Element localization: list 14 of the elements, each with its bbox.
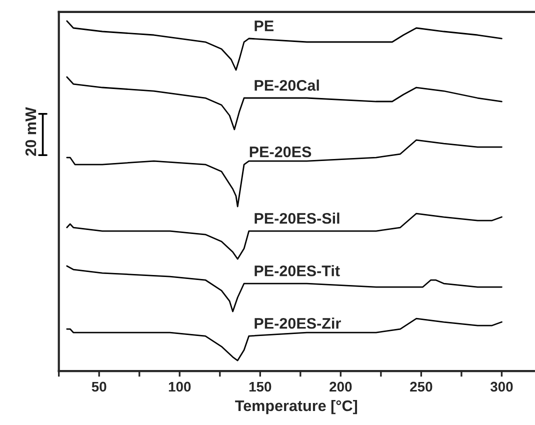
x-tick-label: 250 (410, 382, 432, 392)
series-label: PE-20ES-Sil (254, 212, 340, 224)
series-label: PE-20ES-Zir (254, 318, 341, 329)
series-label: PE (254, 20, 274, 32)
x-tick-label: 150 (249, 382, 272, 392)
series-label: PE-20Cal (254, 80, 319, 91)
x-tick-label: 50 (92, 382, 106, 392)
series-label: PE-20ES (250, 146, 312, 158)
x-tick-label: 300 (490, 382, 513, 392)
series-label: PE-20ES-Tit (254, 265, 340, 276)
y-axis-title: 20 mW (25, 107, 36, 156)
x-axis-title: Temperature [°C] (235, 400, 358, 414)
x-tick-label: 100 (168, 382, 191, 392)
x-tick-label: 200 (330, 382, 352, 392)
